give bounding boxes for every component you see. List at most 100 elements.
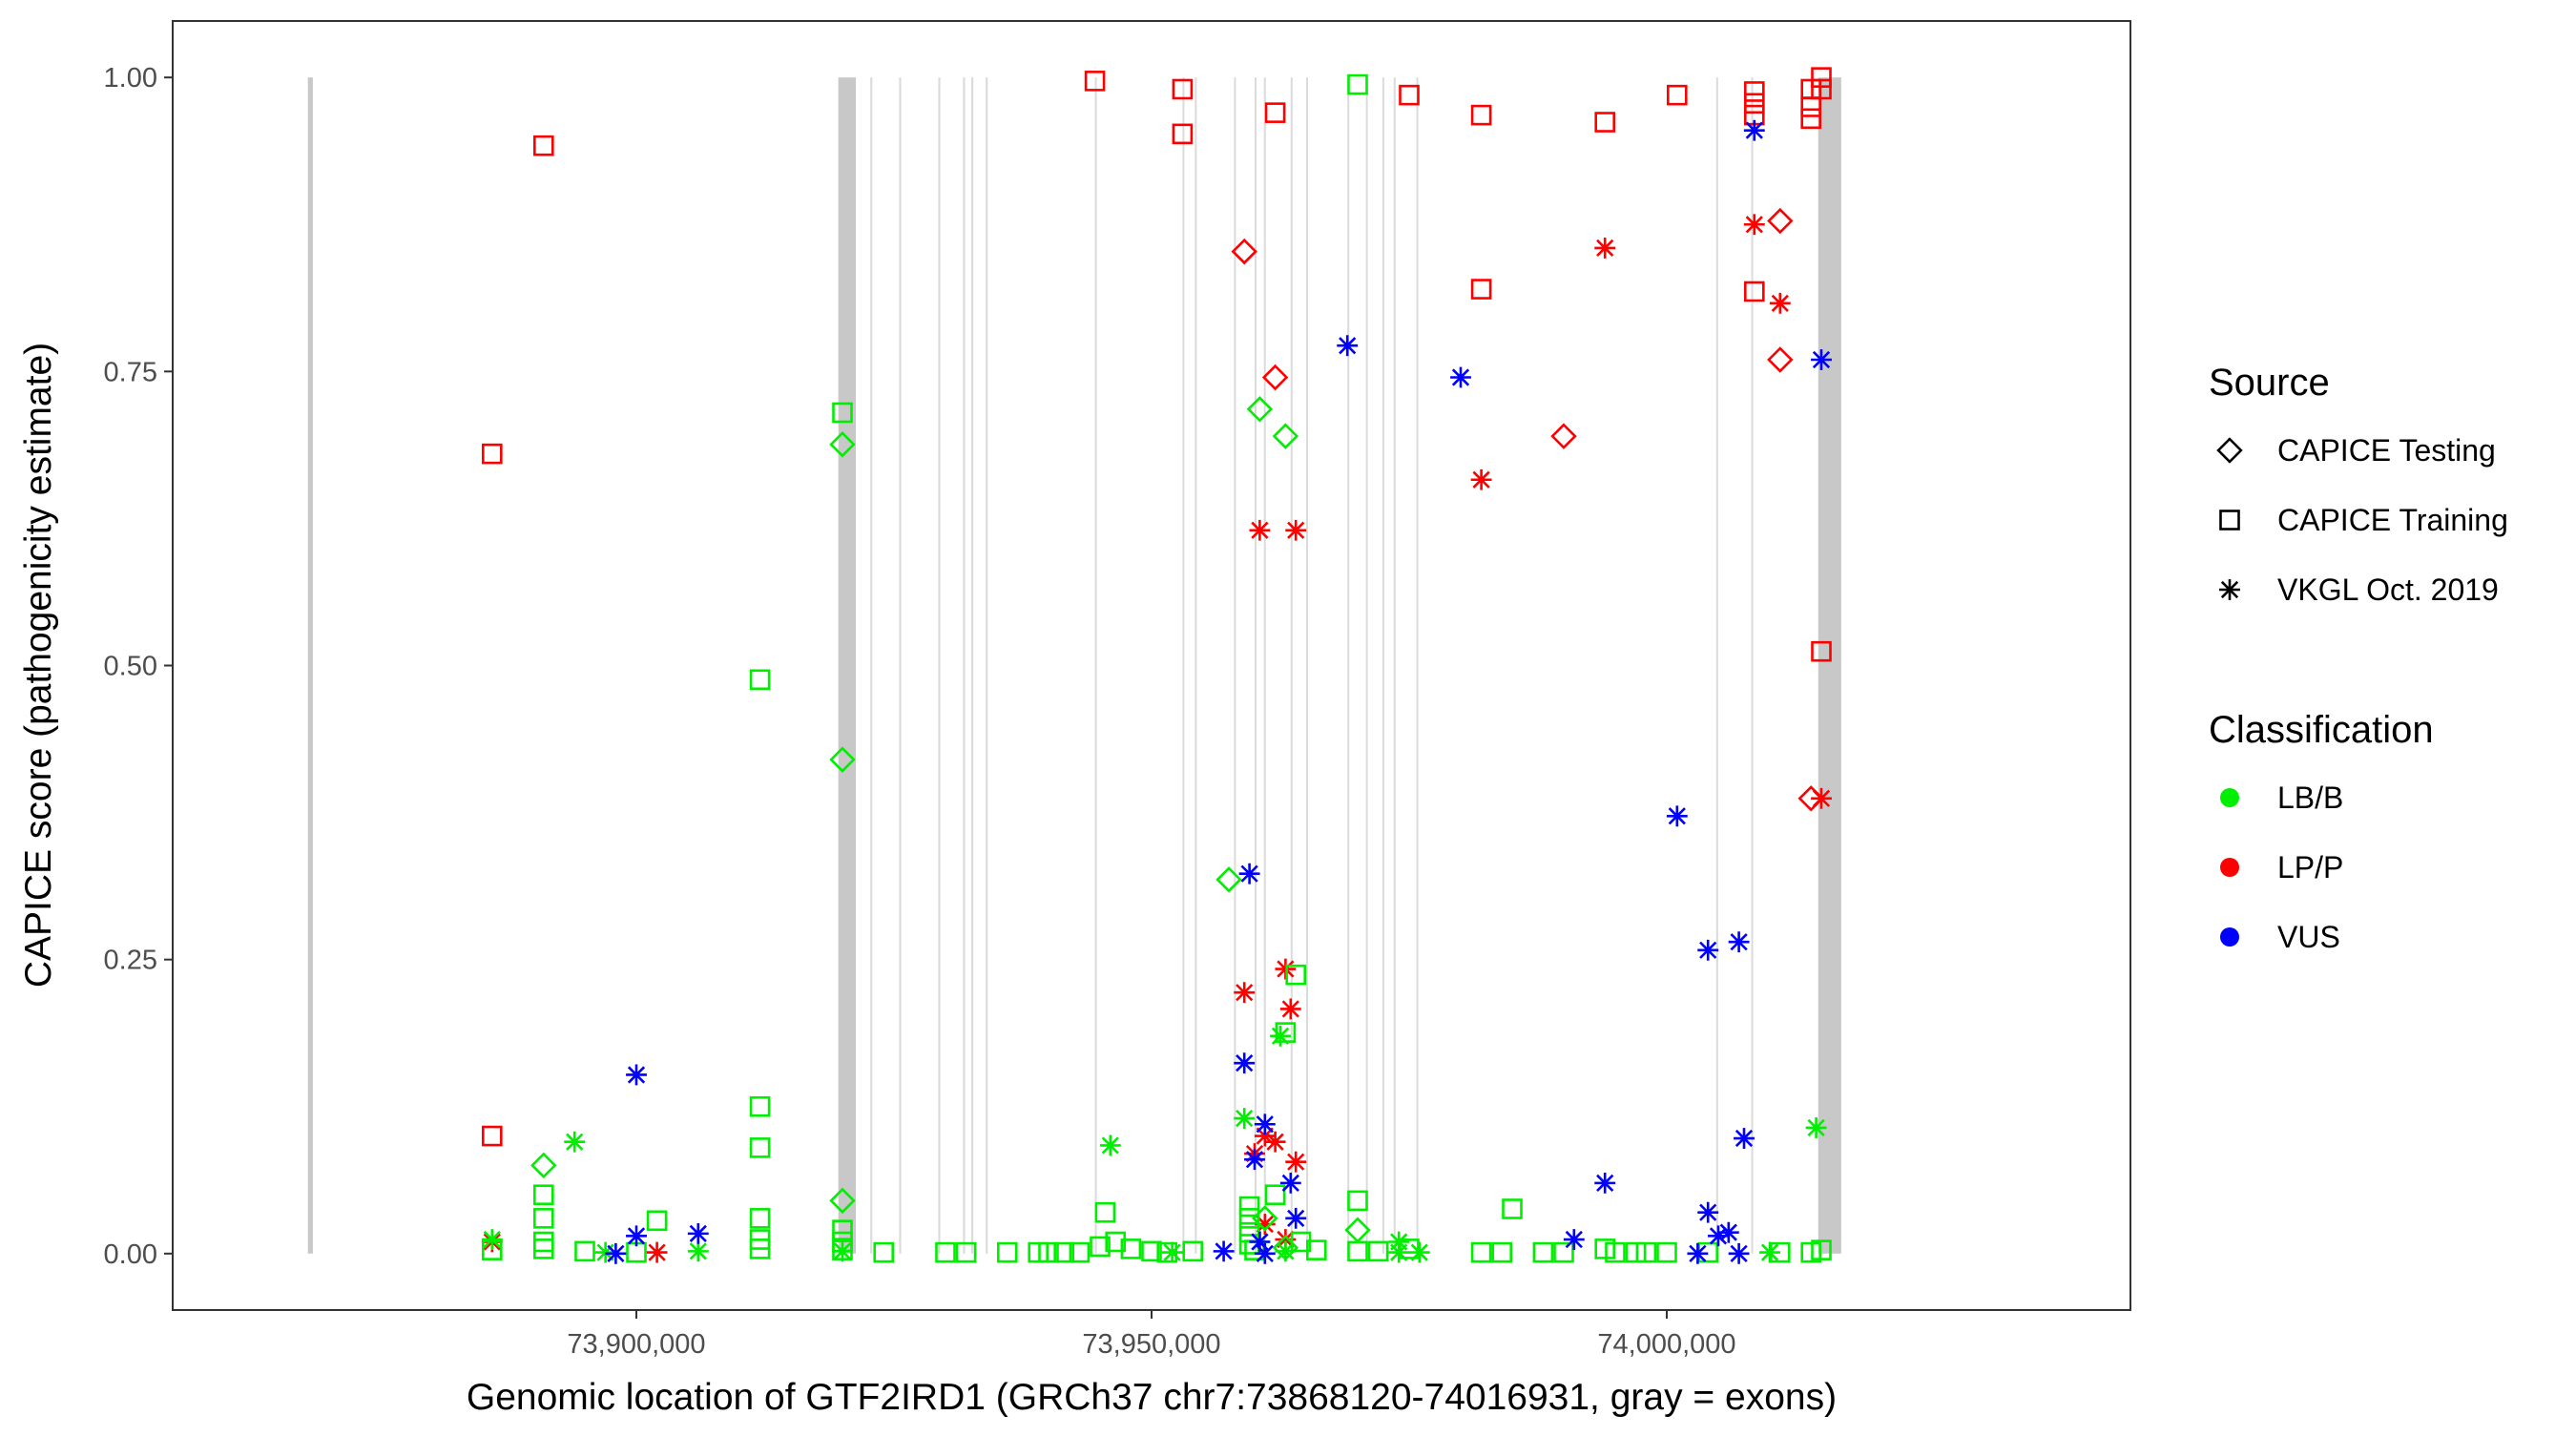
- data-point: [1261, 364, 1289, 391]
- data-point: [1667, 84, 1688, 106]
- data-point: [564, 1131, 586, 1153]
- y-tick-label: 0.00: [104, 1239, 157, 1270]
- exon-0: [307, 77, 313, 1254]
- data-point: [749, 1095, 771, 1117]
- data-point: [1734, 1128, 1755, 1149]
- data-point: [1811, 78, 1832, 100]
- data-point: [1759, 1241, 1780, 1263]
- x-tick-label: 73,900,000: [567, 1329, 705, 1360]
- legend: Source CAPICE Testing CAPICE Training VKGL …: [2209, 362, 2508, 954]
- data-point: [1172, 123, 1194, 145]
- y-axis: 0.00 0.25 0.50 0.75 1.00: [104, 63, 173, 1270]
- data-point: [687, 1240, 709, 1262]
- data-point: [1767, 207, 1794, 235]
- data-point: [829, 746, 856, 773]
- data-point: [1254, 1242, 1276, 1264]
- data-point: [955, 1241, 977, 1263]
- exon-2: [870, 77, 873, 1254]
- data-point: [1717, 1221, 1739, 1243]
- data-point: [1347, 1240, 1368, 1262]
- data-point: [605, 1242, 627, 1264]
- data-point: [1264, 1184, 1286, 1205]
- data-point: [1120, 1238, 1142, 1259]
- data-point: [1811, 349, 1832, 370]
- data-point: [646, 1241, 668, 1263]
- data-point: [1254, 1125, 1276, 1147]
- data-point: [1550, 423, 1577, 449]
- data-point: [532, 1231, 554, 1253]
- data-point: [1344, 1217, 1371, 1243]
- exon-22: [1751, 77, 1754, 1254]
- data-point: [1238, 1196, 1260, 1217]
- data-point: [1491, 1241, 1512, 1263]
- data-point: [1038, 1241, 1059, 1263]
- legend-label: LB/B: [2277, 780, 2343, 815]
- legend-title: Source: [2209, 362, 2330, 404]
- data-point: [1708, 1225, 1729, 1247]
- data-point: [1099, 1134, 1121, 1156]
- data-point: [574, 1240, 595, 1262]
- data-point: [1743, 119, 1765, 141]
- data-point: [1697, 939, 1719, 961]
- exon-4: [938, 77, 941, 1254]
- data-point: [532, 135, 554, 156]
- exon-19: [1393, 77, 1396, 1254]
- data-point: [1594, 1172, 1616, 1194]
- data-point: [749, 1208, 771, 1229]
- data-point: [1470, 1241, 1492, 1263]
- data-point: [1388, 1241, 1410, 1263]
- legend-label: VUS: [2277, 920, 2340, 954]
- legend-label: CAPICE Training: [2277, 503, 2508, 537]
- data-point: [873, 1241, 895, 1263]
- data-point: [1249, 519, 1271, 541]
- data-point: [1697, 1201, 1719, 1223]
- data-point: [1306, 1239, 1327, 1260]
- data-point: [1182, 1240, 1203, 1262]
- data-point: [1172, 78, 1194, 100]
- data-point: [532, 1238, 554, 1259]
- data-point: [1084, 71, 1106, 92]
- data-point: [1553, 1241, 1574, 1263]
- data-point: [1470, 104, 1492, 126]
- exon-7: [986, 77, 988, 1254]
- exon-18: [1381, 77, 1384, 1254]
- x-axis: 73,900,000 73,950,000 74,000,000: [567, 1310, 1736, 1360]
- legend-label: CAPICE Testing: [2277, 433, 2496, 468]
- data-point: [1279, 1172, 1301, 1194]
- data-point: [1244, 1149, 1265, 1171]
- exon-9: [1182, 77, 1185, 1254]
- exon-21: [1715, 77, 1718, 1254]
- y-tick-label: 0.25: [104, 946, 157, 976]
- data-point: [1272, 423, 1299, 449]
- exon-17: [1365, 77, 1368, 1254]
- data-point: [687, 1222, 709, 1244]
- data-point: [532, 1184, 554, 1205]
- point-layer: [481, 67, 1832, 1264]
- data-point: [1656, 1241, 1677, 1263]
- data-point: [1234, 1052, 1256, 1074]
- data-point: [1234, 982, 1256, 1004]
- data-point: [1090, 1236, 1111, 1258]
- exon-15: [1306, 77, 1308, 1254]
- data-point: [832, 402, 853, 424]
- exon-13: [1263, 77, 1266, 1254]
- y-tick-label: 0.75: [104, 357, 157, 387]
- y-tick-label: 1.00: [104, 63, 157, 94]
- exon-11: [1234, 77, 1236, 1254]
- data-point: [1264, 102, 1286, 123]
- data-point: [1811, 640, 1832, 662]
- exon-23: [1818, 77, 1841, 1254]
- data-point: [1252, 1205, 1278, 1232]
- legend-key: [2216, 437, 2243, 464]
- data-point: [1450, 366, 1471, 388]
- data-point: [1811, 67, 1832, 88]
- data-point: [1769, 292, 1791, 314]
- exon-12: [1255, 77, 1257, 1254]
- data-point: [1028, 1241, 1049, 1263]
- data-point: [1279, 998, 1301, 1020]
- data-point: [1238, 1208, 1260, 1229]
- data-point: [532, 1208, 554, 1229]
- data-point: [1254, 1113, 1276, 1135]
- data-point: [1347, 1190, 1368, 1212]
